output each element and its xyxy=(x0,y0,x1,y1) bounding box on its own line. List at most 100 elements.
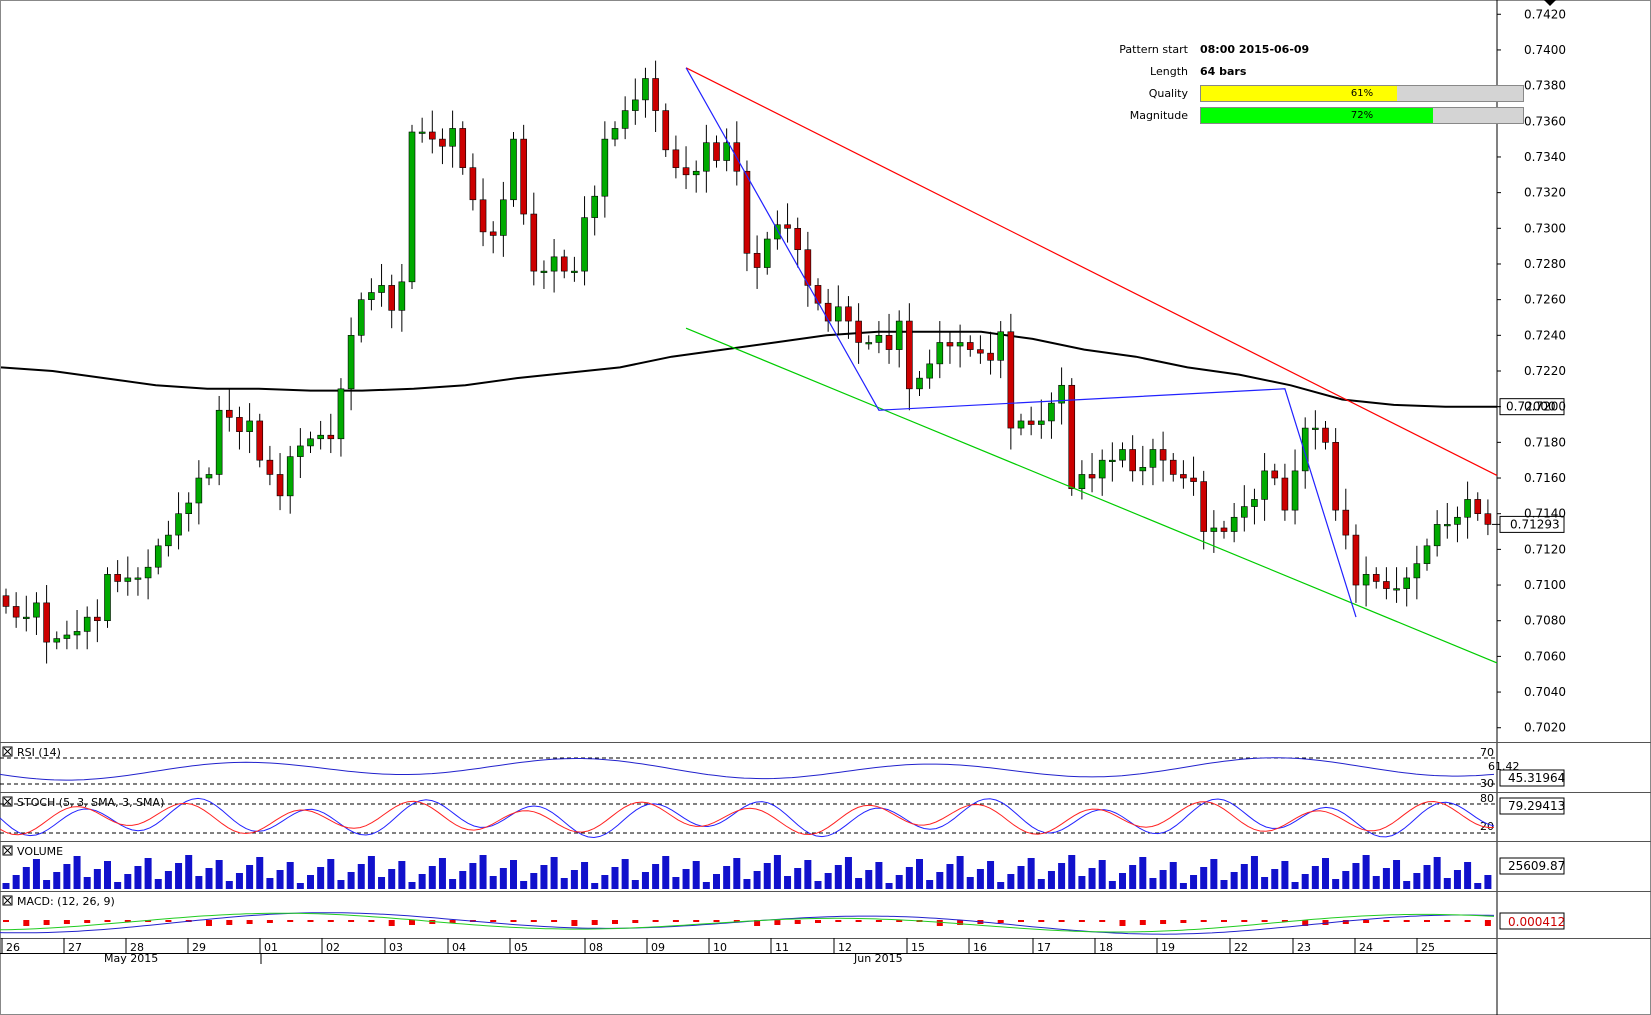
volume-bar xyxy=(63,864,71,889)
macd-hist-bar xyxy=(266,920,273,923)
candle xyxy=(1291,449,1299,525)
candle-body xyxy=(510,138,517,201)
macd-hist-bar xyxy=(23,920,30,926)
candle xyxy=(601,121,609,218)
candle-body xyxy=(895,320,903,350)
macd-hist-bar xyxy=(551,920,558,922)
volume-bar xyxy=(1149,878,1157,889)
candle-body xyxy=(845,306,852,322)
candle xyxy=(703,124,710,193)
candle xyxy=(1352,524,1360,603)
macd-hist-bar xyxy=(63,920,70,924)
candle xyxy=(428,110,436,154)
volume-bar xyxy=(1027,858,1035,889)
candle-body xyxy=(865,342,873,345)
candle-body xyxy=(946,342,954,347)
candle xyxy=(560,249,568,279)
price-tick-label: 0.7080 xyxy=(1524,614,1566,628)
candles: 0.71293 xyxy=(2,60,1565,664)
macd-hist-bar xyxy=(632,920,639,923)
candle-body xyxy=(185,502,192,514)
candle xyxy=(144,549,152,600)
stoch-level-label: 20 xyxy=(1480,820,1494,833)
candle-body xyxy=(926,363,933,379)
candle-body xyxy=(763,238,771,268)
resistance-line xyxy=(685,67,1498,476)
macd-hist-bar xyxy=(591,920,598,925)
macd-hist-bar xyxy=(3,920,9,922)
time-label: 24 xyxy=(1359,941,1373,954)
macd-hist-bar xyxy=(1484,920,1491,926)
candle xyxy=(1078,460,1086,500)
candle xyxy=(500,181,507,257)
macd-hist-bar xyxy=(1221,920,1227,922)
candle-body xyxy=(286,456,294,497)
candle xyxy=(1200,470,1207,550)
ma-line xyxy=(0,330,1497,408)
candle xyxy=(510,131,517,207)
candle-body xyxy=(43,602,50,643)
volume-bar xyxy=(256,857,264,889)
macd-hist-bar xyxy=(287,920,294,922)
macd-hist-bar xyxy=(652,920,659,922)
volume-bar xyxy=(1484,875,1492,889)
macd-signal-line xyxy=(0,912,1495,933)
candle-body xyxy=(885,335,893,350)
volume-bar xyxy=(794,868,802,889)
candle-body xyxy=(1291,470,1299,511)
volume-bar xyxy=(560,878,568,889)
candle-body xyxy=(1352,534,1360,586)
candle xyxy=(895,310,903,368)
macd-hist-bar xyxy=(774,920,781,925)
volume-bar xyxy=(43,880,51,889)
candle xyxy=(936,321,944,379)
macd-hist-bar xyxy=(206,920,212,926)
volume-bar xyxy=(956,856,964,889)
macd-hist-bar xyxy=(896,920,903,922)
candle xyxy=(388,274,396,329)
candle xyxy=(753,235,761,289)
candle xyxy=(408,124,416,289)
channel-lines xyxy=(685,67,1498,664)
macd-hist-bar xyxy=(449,920,456,923)
candle xyxy=(794,217,802,268)
candle-body xyxy=(154,545,162,568)
macd-hist-bar xyxy=(1464,920,1471,922)
candle-body xyxy=(459,128,467,168)
pattern-zigzag-line xyxy=(685,67,1357,618)
candle-body xyxy=(134,577,142,580)
candle xyxy=(398,263,406,332)
macd-hist-bar xyxy=(145,920,152,922)
volume-bar xyxy=(398,861,406,889)
candle-body xyxy=(956,342,964,347)
volume-bar xyxy=(1474,883,1482,889)
macd-hist-bar xyxy=(1139,920,1146,925)
volume-bar xyxy=(2,883,10,889)
time-label: 10 xyxy=(713,941,727,954)
macd-hist-bar xyxy=(855,920,862,922)
candle xyxy=(723,128,730,172)
candle xyxy=(1393,567,1400,603)
volume-bar xyxy=(205,868,213,889)
time-label: 02 xyxy=(326,941,340,954)
candle-body xyxy=(723,142,730,161)
volume-bar xyxy=(73,856,81,889)
candle xyxy=(114,560,121,593)
volume-bar xyxy=(1017,866,1025,889)
candle-body xyxy=(1159,449,1167,461)
volume-bar xyxy=(875,862,883,889)
macd-hist-bar xyxy=(530,920,537,922)
volume-bar xyxy=(946,864,954,889)
candle xyxy=(885,313,893,364)
candle xyxy=(865,335,873,350)
volume-bar xyxy=(824,873,832,889)
ma-price-label: 0.72000 xyxy=(1506,400,1556,414)
candle xyxy=(449,110,456,168)
volume-bar xyxy=(520,881,528,889)
candle xyxy=(418,117,426,143)
macd-hist-bar xyxy=(1200,920,1207,922)
volume-bar xyxy=(936,872,944,889)
macd-hist-bar xyxy=(571,920,578,926)
volume-bar xyxy=(926,880,934,889)
volume-bar xyxy=(367,856,375,889)
